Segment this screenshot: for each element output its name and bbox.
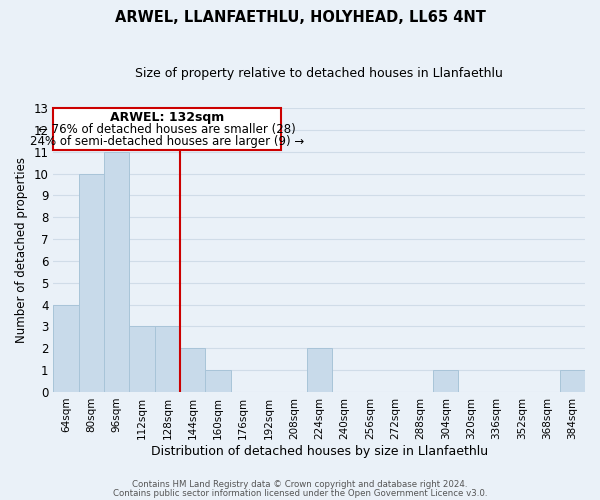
- Title: Size of property relative to detached houses in Llanfaethlu: Size of property relative to detached ho…: [135, 68, 503, 80]
- Bar: [130, 326, 155, 392]
- Bar: [104, 152, 130, 392]
- Bar: [79, 174, 104, 392]
- Bar: [53, 304, 79, 392]
- Bar: [180, 348, 205, 392]
- Bar: [433, 370, 458, 392]
- Text: Contains public sector information licensed under the Open Government Licence v3: Contains public sector information licen…: [113, 489, 487, 498]
- Bar: [560, 370, 585, 392]
- Text: ARWEL: 132sqm: ARWEL: 132sqm: [110, 112, 224, 124]
- X-axis label: Distribution of detached houses by size in Llanfaethlu: Distribution of detached houses by size …: [151, 444, 488, 458]
- Text: Contains HM Land Registry data © Crown copyright and database right 2024.: Contains HM Land Registry data © Crown c…: [132, 480, 468, 489]
- Bar: [205, 370, 230, 392]
- Bar: [155, 326, 180, 392]
- Text: ARWEL, LLANFAETHLU, HOLYHEAD, LL65 4NT: ARWEL, LLANFAETHLU, HOLYHEAD, LL65 4NT: [115, 10, 485, 25]
- Text: 24% of semi-detached houses are larger (9) →: 24% of semi-detached houses are larger (…: [30, 136, 304, 148]
- Y-axis label: Number of detached properties: Number of detached properties: [15, 157, 28, 343]
- FancyBboxPatch shape: [53, 108, 281, 150]
- Text: ← 76% of detached houses are smaller (28): ← 76% of detached houses are smaller (28…: [38, 124, 296, 136]
- Bar: [307, 348, 332, 392]
